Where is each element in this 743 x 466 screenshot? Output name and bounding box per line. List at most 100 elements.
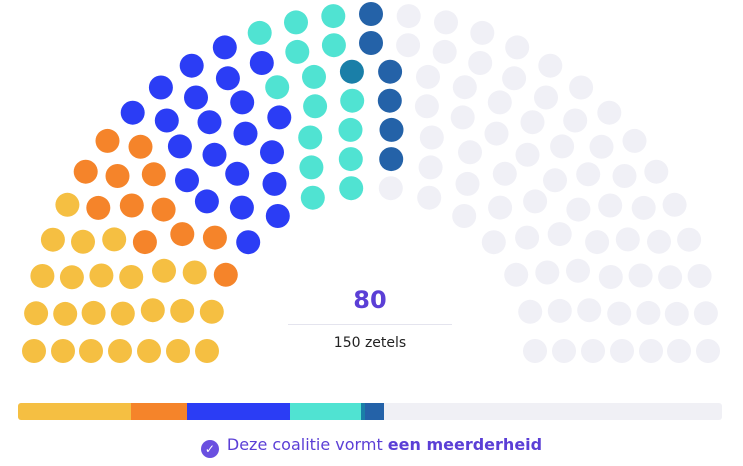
seat xyxy=(73,159,98,184)
seat xyxy=(505,35,530,60)
seat xyxy=(504,262,529,287)
seat xyxy=(434,10,458,35)
seat xyxy=(215,66,240,91)
seat xyxy=(612,164,637,188)
seat xyxy=(167,134,192,159)
seat xyxy=(298,125,323,150)
seat xyxy=(492,161,517,186)
seat xyxy=(229,195,254,220)
seat xyxy=(416,64,440,89)
seat xyxy=(598,193,623,218)
seat xyxy=(59,265,84,290)
seat xyxy=(452,75,477,100)
seat xyxy=(585,230,610,255)
seat xyxy=(515,225,540,250)
seat xyxy=(535,260,560,285)
seat xyxy=(339,176,364,201)
seat xyxy=(152,258,176,283)
seat xyxy=(647,229,671,254)
seat xyxy=(378,59,403,84)
seat xyxy=(267,105,292,130)
seat xyxy=(662,192,687,217)
seat xyxy=(452,204,477,228)
seat xyxy=(667,339,691,363)
seat xyxy=(664,301,689,326)
seat xyxy=(197,110,222,135)
seat xyxy=(102,227,127,252)
majority-message-emphasis: een meerderheid xyxy=(387,435,543,454)
seat xyxy=(108,339,132,363)
seat xyxy=(338,147,363,172)
seat xyxy=(170,298,195,323)
seat xyxy=(265,204,290,228)
seat xyxy=(184,85,208,110)
seat xyxy=(81,300,106,325)
seat xyxy=(598,265,623,289)
seat xyxy=(119,193,144,218)
seat xyxy=(247,20,272,45)
seat xyxy=(148,75,173,100)
seat xyxy=(563,108,588,133)
seat xyxy=(51,339,75,363)
seat xyxy=(523,189,548,214)
seat xyxy=(581,339,605,363)
total-seats-caption: 150 zetels xyxy=(333,335,407,351)
seat xyxy=(538,53,563,78)
seat xyxy=(233,121,258,146)
seat xyxy=(55,192,80,217)
seat xyxy=(182,260,207,285)
seat xyxy=(481,230,506,255)
seat xyxy=(487,90,512,115)
seat xyxy=(141,162,166,187)
seat xyxy=(589,134,614,159)
seat xyxy=(687,264,712,288)
seat xyxy=(105,164,130,188)
seat xyxy=(119,265,144,289)
seat xyxy=(631,195,656,220)
seat xyxy=(488,195,513,220)
seat xyxy=(520,110,545,135)
seat xyxy=(523,339,547,363)
seat xyxy=(644,159,669,184)
seat xyxy=(628,263,653,288)
seat xyxy=(265,75,290,100)
coalition-seat-count: 80 xyxy=(353,286,387,314)
check-circle-icon: ✓ xyxy=(200,440,219,458)
seat xyxy=(225,161,250,186)
coalition-bar-segment xyxy=(187,403,291,420)
seat xyxy=(693,301,718,326)
coalition-bar-segment xyxy=(290,403,361,420)
seat xyxy=(518,299,543,324)
coalition-seat-bar xyxy=(18,403,722,420)
seat xyxy=(359,31,383,55)
seat xyxy=(615,227,640,252)
seat xyxy=(379,117,404,142)
seat xyxy=(170,222,195,247)
seat xyxy=(359,2,383,26)
seat xyxy=(151,197,176,222)
seat xyxy=(418,155,443,180)
seat xyxy=(552,339,576,363)
coalition-bar-segment xyxy=(18,403,131,420)
seat xyxy=(502,66,527,91)
majority-message-text: Deze coalitie vormt xyxy=(226,435,388,454)
seat xyxy=(132,230,157,255)
coalition-bar-segment xyxy=(360,403,366,420)
seat xyxy=(414,94,439,119)
seat xyxy=(137,339,161,363)
seat xyxy=(71,229,95,254)
seat xyxy=(547,298,572,323)
divider xyxy=(288,324,452,325)
hemicycle-seat-chart xyxy=(22,2,720,363)
seat xyxy=(175,168,199,193)
seat xyxy=(321,4,346,29)
seat xyxy=(576,162,601,187)
seat xyxy=(455,171,480,196)
seat xyxy=(194,189,219,214)
seat xyxy=(120,100,145,125)
seat xyxy=(470,20,495,45)
seat xyxy=(262,171,287,196)
seat xyxy=(658,265,683,290)
seat xyxy=(378,176,403,201)
seat xyxy=(458,140,482,165)
